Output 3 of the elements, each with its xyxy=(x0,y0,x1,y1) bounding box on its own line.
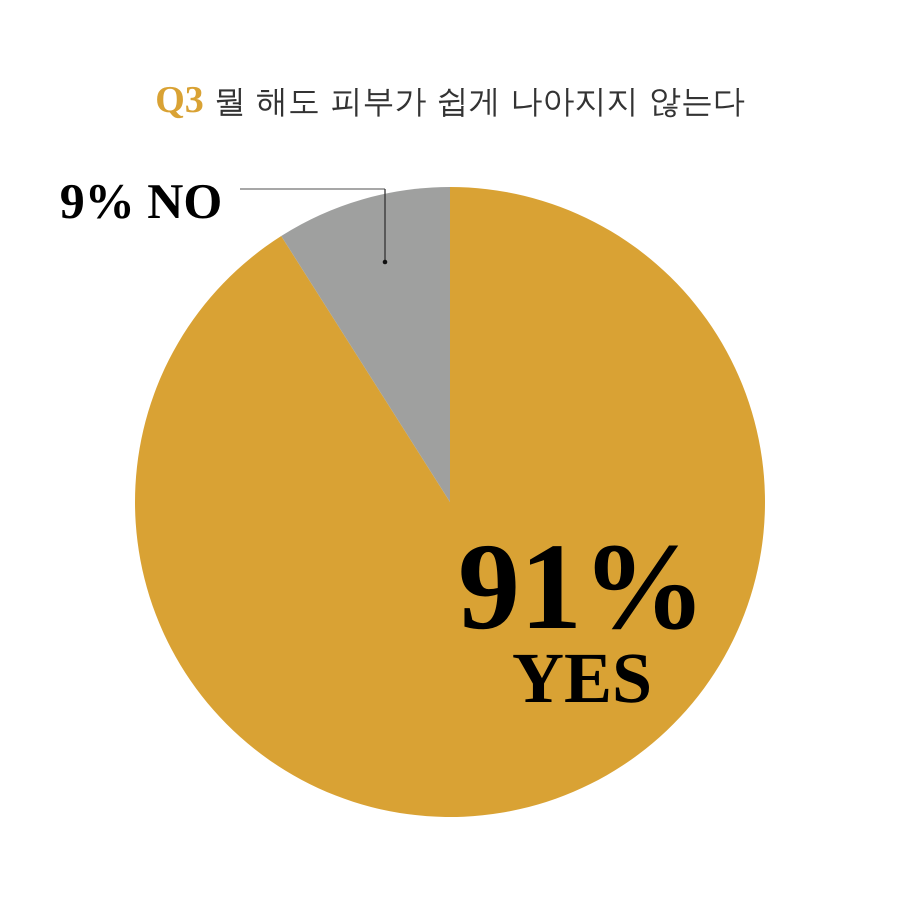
chart-title: Q3 뭘 해도 피부가 쉽게 나아지지 않는다 xyxy=(155,79,745,121)
pie-slice xyxy=(281,187,450,502)
slice-label: 9% NO xyxy=(60,173,222,229)
